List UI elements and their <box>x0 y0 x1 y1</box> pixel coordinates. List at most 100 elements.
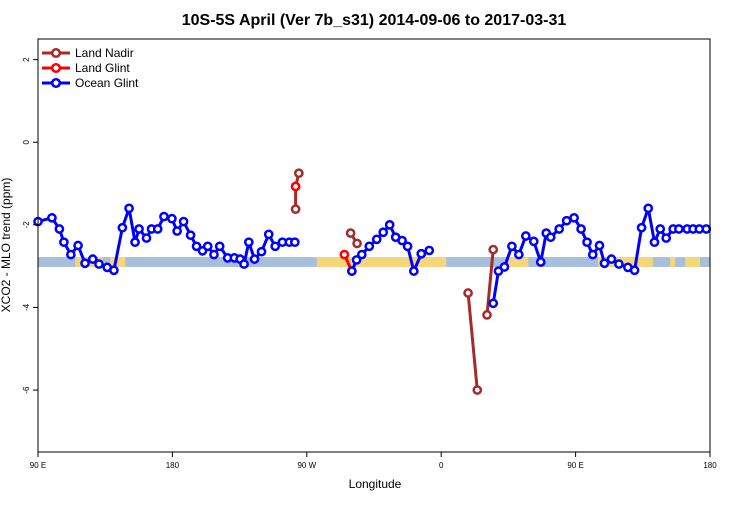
x-tick-label: 90 E <box>30 461 46 470</box>
x-tick-label: 180 <box>703 461 717 470</box>
data-point-ocean-glint <box>191 241 202 252</box>
data-point-land-nadir <box>293 168 304 179</box>
data-point-ocean-glint <box>109 265 119 276</box>
land-band <box>508 257 529 267</box>
land-band <box>316 257 447 267</box>
y-tick-label: -4 <box>22 303 31 311</box>
y-axis: 2 0 -2 -4 -6 <box>22 57 38 394</box>
data-point-ocean-glint <box>587 249 598 260</box>
data-point-ocean-glint <box>178 216 189 227</box>
data-point-ocean-glint <box>402 241 413 252</box>
data-point-land-glint <box>290 181 301 192</box>
y-tick-label: 0 <box>22 139 31 144</box>
data-point-ocean-glint <box>643 203 654 214</box>
data-point-ocean-glint <box>599 258 610 269</box>
data-point-ocean-glint <box>507 241 517 252</box>
data-point-ocean-glint <box>629 265 640 276</box>
data-point-ocean-glint <box>214 241 225 252</box>
data-point-ocean-glint <box>594 240 605 251</box>
data-point-ocean-glint <box>172 226 182 236</box>
data-point-ocean-glint <box>66 249 76 260</box>
data-point-ocean-glint <box>655 224 666 234</box>
data-point-ocean-glint <box>416 248 427 259</box>
data-point-ocean-glint <box>569 212 579 223</box>
data-point-ocean-glint <box>520 231 531 241</box>
data-point-ocean-glint <box>649 237 660 248</box>
data-point-land-nadir <box>488 244 499 255</box>
legend-marker-ocean-glint <box>50 77 62 89</box>
data-point-land-nadir <box>472 385 483 395</box>
series-land-nadir <box>290 168 499 395</box>
data-point-ocean-glint <box>87 254 98 264</box>
data-point-ocean-glint <box>674 224 684 234</box>
data-point-ocean-glint <box>545 232 556 243</box>
data-point-land-nadir <box>290 204 301 215</box>
land-band <box>110 257 126 267</box>
data-point-ocean-glint <box>351 255 362 265</box>
data-point-ocean-glint <box>47 212 57 223</box>
y-tick-label: 2 <box>22 57 31 62</box>
legend-marker-land-nadir <box>50 47 62 59</box>
legend-label-ocean-glint: Ocean Glint <box>75 76 139 90</box>
data-point-ocean-glint <box>371 234 382 245</box>
data-point-land-nadir <box>482 310 492 320</box>
data-point-ocean-glint <box>256 246 267 257</box>
data-point-ocean-glint <box>561 215 572 226</box>
series-line-land-nadir <box>485 249 495 316</box>
data-point-ocean-glint <box>239 259 249 269</box>
data-point-ocean-glint <box>701 224 712 234</box>
data-point-ocean-glint <box>249 254 260 264</box>
data-point-ocean-glint <box>141 233 152 243</box>
data-point-land-nadir <box>463 288 473 298</box>
data-point-land-glint <box>339 249 350 260</box>
land-band <box>598 257 653 267</box>
data-point-ocean-glint <box>582 237 592 248</box>
data-point-ocean-glint <box>528 236 539 247</box>
data-point-ocean-glint <box>159 211 169 222</box>
data-point-land-nadir <box>352 238 362 249</box>
data-point-ocean-glint <box>134 224 144 234</box>
chart-title: 10S-5S April (Ver 7b_s31) 2014-09-06 to … <box>182 12 567 29</box>
data-point-ocean-glint <box>80 258 90 269</box>
data-point-ocean-glint <box>514 249 524 260</box>
land-band <box>685 257 701 267</box>
y-tick-label: -6 <box>22 386 31 394</box>
data-point-ocean-glint <box>499 262 510 272</box>
data-point-ocean-glint <box>94 259 104 269</box>
y-tick-label: -2 <box>22 221 31 229</box>
data-point-ocean-glint <box>408 266 419 276</box>
data-point-ocean-glint <box>397 235 407 246</box>
data-point-ocean-glint <box>378 227 389 238</box>
x-tick-label: 90 W <box>297 461 316 470</box>
data-point-ocean-glint <box>54 224 65 234</box>
x-axis: 90 E 180 90 W 0 90 E 180 <box>30 452 717 470</box>
x-axis-label: Longitude <box>349 477 402 491</box>
data-point-ocean-glint <box>167 213 177 224</box>
data-point-ocean-glint <box>73 240 83 251</box>
data-point-land-nadir <box>345 228 356 238</box>
data-point-ocean-glint <box>384 220 395 230</box>
data-point-ocean-glint <box>554 224 565 234</box>
data-point-ocean-glint <box>270 241 281 252</box>
data-point-ocean-glint <box>243 237 254 248</box>
series-line-land-nadir <box>466 292 479 391</box>
data-point-ocean-glint <box>364 241 375 252</box>
y-axis-label: XCO2 - MLO trend (ppm) <box>0 178 13 313</box>
data-point-ocean-glint <box>263 229 274 240</box>
data-point-ocean-glint <box>535 257 546 267</box>
data-point-ocean-glint <box>290 237 300 248</box>
x-tick-label: 0 <box>439 461 444 470</box>
legend-label-land-nadir: Land Nadir <box>75 46 134 60</box>
data-point-ocean-glint <box>661 233 672 243</box>
data-point-ocean-glint <box>636 222 647 233</box>
data-point-ocean-glint <box>356 249 367 260</box>
data-point-ocean-glint <box>117 222 128 233</box>
series-line-ocean-glint <box>491 206 707 304</box>
plot-frame <box>37 38 711 453</box>
data-point-ocean-glint <box>202 241 213 252</box>
series-ocean-glint <box>33 203 712 309</box>
land-band <box>670 257 676 267</box>
data-point-ocean-glint <box>130 237 140 248</box>
